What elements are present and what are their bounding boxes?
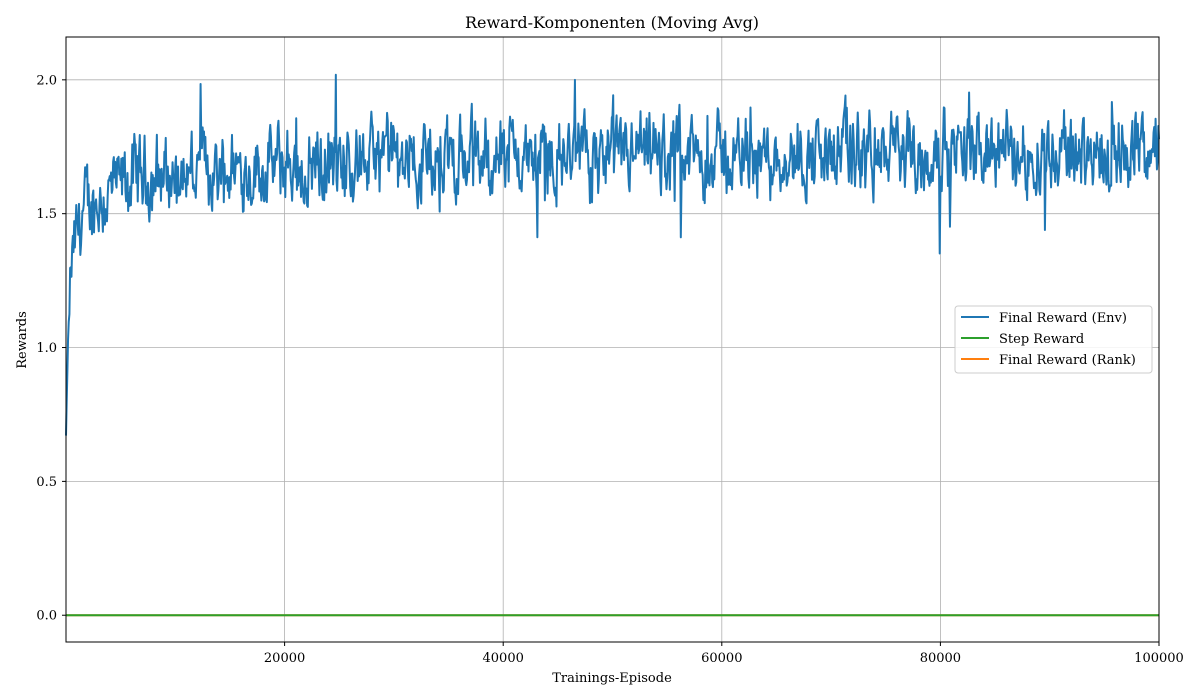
series-line-final-reward-env [65,73,1160,436]
y-tick-label: 1.0 [36,341,57,356]
legend: Final Reward (Env) Step Reward Final Rew… [954,305,1153,374]
x-tick-label: 60000 [701,651,742,666]
y-axis-label: Rewards [15,311,30,369]
legend-label-step-reward: Step Reward [999,332,1084,347]
y-axis: 0.0 0.5 1.0 1.5 2.0 [36,73,66,624]
x-tick-label: 80000 [920,651,961,666]
x-tick-label: 100000 [1134,651,1184,666]
x-tick-label: 20000 [264,651,305,666]
series-layer [65,73,1160,617]
legend-label-final-reward-rank: Final Reward (Rank) [999,353,1136,368]
plot-frame [65,36,1160,643]
x-axis-label: Trainings-Episode [552,671,672,686]
y-tick-label: 0.5 [36,475,57,490]
legend-box [954,305,1153,374]
y-tick-label: 1.5 [36,207,57,222]
chart-title: Reward-Komponenten (Moving Avg) [465,13,759,32]
y-tick-label: 2.0 [36,73,57,88]
x-axis: 20000 40000 60000 80000 100000 [264,642,1184,666]
x-tick-label: 40000 [483,651,524,666]
legend-label-final-reward-env: Final Reward (Env) [999,311,1127,326]
y-tick-label: 0.0 [36,609,57,624]
